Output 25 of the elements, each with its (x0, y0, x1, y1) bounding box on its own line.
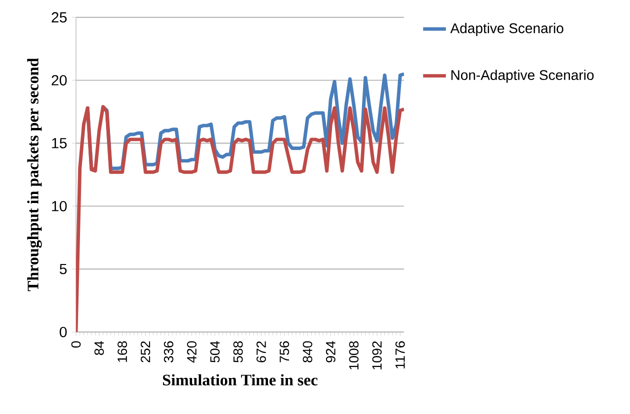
x-tick-label: 420 (187, 341, 196, 363)
x-tick-label: 1176 (395, 341, 405, 368)
x-tick-label: 672 (256, 341, 266, 362)
x-tick-label: 504 (210, 341, 220, 362)
y-tick-label: 5 (60, 264, 67, 274)
legend-label: Adaptive Scenario (450, 22, 564, 36)
legend-label: Non-Adaptive Scenario (451, 70, 594, 83)
y-tick-label: 20 (52, 75, 67, 86)
x-tick-label: 840 (302, 341, 312, 362)
y-tick-label: 0 (60, 326, 67, 338)
x-tick-label: 924 (326, 341, 336, 362)
y-axis-title: Throughput in packets per second (27, 58, 42, 292)
x-tick-label: 336 (164, 341, 174, 362)
y-tick-label: 10 (52, 200, 67, 212)
x-tick-label: 756 (280, 341, 290, 362)
y-tick-label: 15 (52, 138, 67, 148)
x-tick-label: 168 (118, 341, 128, 362)
x-tick-label: 1092 (372, 341, 382, 370)
x-tick-label: 1008 (349, 341, 359, 370)
x-tick-label: 0 (71, 341, 81, 348)
x-axis-title: Simulation Time in sec (163, 374, 318, 386)
x-tick-label: 84 (94, 341, 104, 355)
x-tick-label: 252 (140, 341, 150, 362)
x-tick-label: 588 (233, 341, 243, 362)
y-tick-label: 25 (52, 12, 67, 23)
